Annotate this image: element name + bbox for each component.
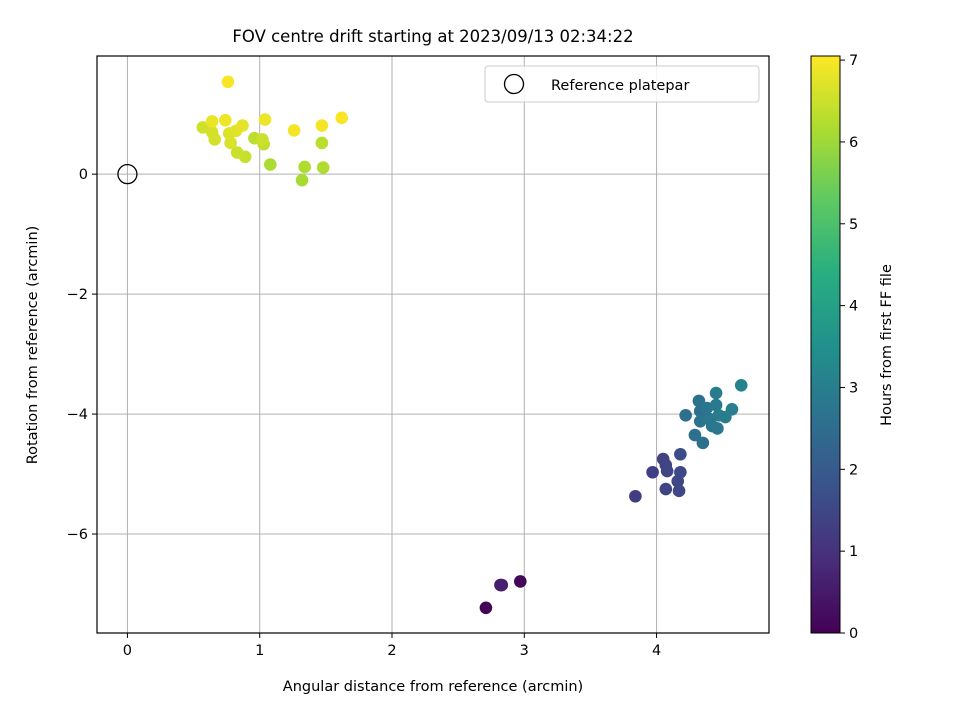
data-point (679, 408, 692, 422)
x-tick-label: 1 (255, 643, 264, 659)
data-point (514, 575, 527, 588)
data-point (335, 111, 349, 125)
data-point (263, 158, 277, 171)
y-tick-label: −4 (67, 407, 88, 423)
legend: Reference platepar (484, 65, 760, 103)
y-axis-label: Rotation from reference (arcmin) (25, 226, 41, 465)
x-tick-label: 3 (520, 643, 529, 659)
data-point (258, 113, 272, 126)
y-tick-label: 0 (79, 167, 88, 183)
x-axis-ticks: 0 1 2 3 4 (123, 633, 661, 659)
data-point (674, 447, 687, 461)
reference-platepar-marker (117, 164, 138, 185)
data-point (315, 136, 329, 150)
x-tick-label: 0 (123, 643, 132, 659)
data-point (709, 398, 723, 412)
data-point (208, 133, 222, 146)
data-point (316, 161, 330, 174)
colorbar-tick-label: 3 (849, 380, 858, 396)
data-point (196, 121, 210, 134)
x-tick-label: 4 (652, 643, 661, 659)
colorbar-tick-label: 0 (849, 626, 858, 642)
colorbar-tick-label: 2 (849, 462, 858, 478)
data-point (646, 465, 659, 479)
data-point (230, 146, 244, 159)
x-axis-label: Angular distance from reference (arcmin) (283, 679, 583, 695)
x-tick-label: 2 (387, 643, 396, 659)
plot-area: 0 1 2 3 4 0 −2 −4 −6 (67, 55, 770, 659)
data-point (298, 160, 311, 174)
data-point (479, 601, 493, 615)
data-point (221, 75, 235, 89)
y-tick-label: −2 (67, 287, 88, 303)
plot-frame (96, 55, 770, 634)
data-point (734, 378, 748, 392)
data-point (725, 402, 739, 416)
colorbar-tick-label: 5 (849, 217, 858, 233)
data-point (315, 119, 329, 132)
reference-marker-layer (117, 164, 138, 185)
y-tick-label: −6 (67, 527, 88, 543)
data-point (688, 428, 702, 442)
data-point (672, 484, 686, 498)
data-points (196, 75, 748, 615)
data-point (711, 422, 724, 435)
chart-title: FOV centre drift starting at 2023/09/13 … (232, 27, 633, 46)
y-axis-ticks: 0 −2 −4 −6 (67, 167, 97, 543)
colorbar-label: Hours from first FF file (879, 264, 895, 426)
legend-entry-label: Reference platepar (551, 78, 689, 94)
legend-box (484, 65, 760, 103)
data-point (219, 113, 232, 127)
data-point (709, 386, 723, 400)
colorbar-tick-label: 6 (849, 135, 858, 151)
colorbar-ticks: 0 1 2 3 4 5 6 7 (840, 53, 858, 642)
data-point (205, 115, 219, 128)
data-point (696, 436, 710, 450)
data-point (495, 578, 509, 592)
colorbar-tick-label: 7 (849, 53, 858, 69)
data-point (256, 133, 269, 146)
data-point (659, 482, 673, 496)
colorbar-tick-label: 1 (849, 544, 858, 560)
data-point (629, 489, 642, 503)
gridlines (97, 56, 769, 633)
data-point (295, 173, 309, 187)
colorbar-tick-label: 4 (849, 299, 858, 315)
data-point (236, 119, 249, 132)
legend-reference-marker (503, 73, 525, 95)
data-point (660, 464, 674, 478)
data-point (224, 136, 237, 150)
data-point (674, 465, 687, 479)
colorbar-gradient (810, 55, 841, 634)
colorbar: 0 1 2 3 4 5 6 7 Hours from first FF file (810, 53, 895, 642)
data-point (287, 124, 301, 137)
